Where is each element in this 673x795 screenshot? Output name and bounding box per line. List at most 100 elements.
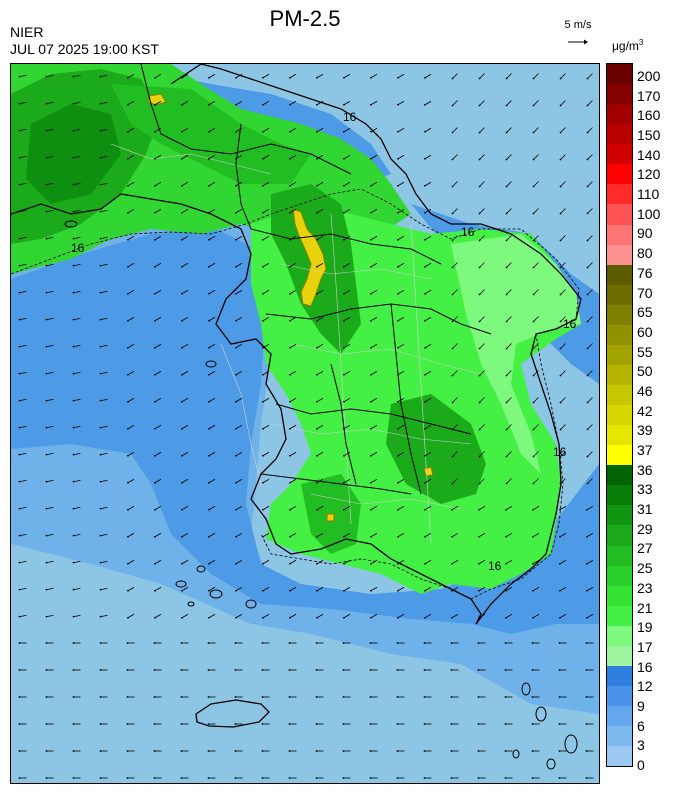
colorbar-segment [607,505,632,526]
contour-label: 16 [461,225,475,239]
wind-arrow [208,154,216,160]
wind-arrow-head [45,318,48,321]
wind-arrow-head [99,399,102,402]
wind-arrow-head [99,426,102,429]
wind-arrow-head [288,642,291,644]
wind-arrow [424,586,432,592]
wind-arrow-head [316,508,318,511]
wind-arrow [127,451,135,457]
wind-arrow [370,235,378,241]
wind-arrow [127,424,135,430]
wind-arrow [506,154,512,160]
wind-arrow [73,182,81,186]
wind-arrow-head [72,75,75,78]
wind-arrow [154,451,162,457]
wind-arrow [154,208,162,214]
wind-arrow-head [451,320,454,323]
wind-arrow [452,181,458,187]
wind-arrow-head [45,210,48,213]
wind-arrow-head [154,238,156,241]
wind-arrow-head [208,481,210,484]
wind-arrow [506,343,512,349]
wind-arrow-head [154,454,156,457]
wind-arrow-head [208,184,210,187]
wind-arrow-head [45,561,48,564]
wind-arrow-head [181,427,183,430]
wind-arrow-head [18,345,21,348]
wind-arrow-head [208,562,210,565]
wind-arrow [478,505,486,511]
wind-arrow [370,181,378,187]
wind-arrow-head [99,669,102,671]
wind-arrow-head [586,131,589,134]
wind-arrow-head [18,399,21,402]
wind-arrow-head [343,454,345,457]
wind-arrow [560,154,566,160]
wind-arrow-head [559,212,562,215]
wind-arrow-head [127,589,129,592]
wind-arrow-head [451,347,454,350]
wind-arrow-head [153,723,156,725]
colorbar-tick-label: 46 [637,382,653,399]
wind-arrow-head [289,400,291,403]
wind-arrow [560,289,566,295]
wind-arrow-head [424,103,426,106]
wind-arrow [533,73,539,79]
wind-arrow-head [424,616,426,619]
wind-arrow-head [343,265,345,268]
wind-arrow [262,478,270,484]
wind-arrow-head [478,104,481,107]
wind-arrow-head [262,616,264,619]
wind-arrow-head [181,508,183,511]
wind-arrow [479,424,485,430]
wind-arrow [560,370,566,376]
wind-arrow [479,154,485,160]
wind-arrow [289,451,297,457]
wind-arrow-head [450,723,453,725]
wind-arrow-head [397,427,399,430]
wind-arrow [208,181,216,187]
wind-arrow-head [343,184,345,187]
wind-arrow-head [288,750,291,752]
wind-arrow [587,316,593,322]
wind-arrow [289,532,297,538]
colorbar-tick-label: 0 [637,757,645,773]
map-canvas: 16 16 16 16 16 16 [11,64,599,783]
wind-arrow-head [559,562,561,565]
wind-arrow-head [235,346,237,349]
wind-arrow-head [72,588,75,591]
wind-arrow-head [343,481,345,484]
wind-arrow-head [343,400,345,403]
wind-arrow-head [18,156,21,159]
wind-arrow-head [586,455,589,458]
wind-arrow-head [262,130,264,133]
wind-arrow-head [559,347,562,350]
wind-arrow [424,505,432,511]
wind-arrow [181,370,189,376]
wind-arrow-head [397,508,399,511]
wind-arrow-head [397,292,399,295]
wind-arrow-head [424,346,426,349]
wind-arrow [532,505,540,511]
wind-arrow-head [208,427,210,430]
wind-arrow-head [316,265,318,268]
wind-arrow-head [315,777,318,779]
wind-arrow [181,73,189,79]
wind-arrow [506,181,512,187]
wind-arrow [506,370,512,376]
wind-arrow-head [45,669,48,671]
wind-arrow [154,424,162,430]
wind-arrow [127,100,135,106]
wind-arrow [586,532,594,538]
wind-arrow [46,236,54,240]
wind-arrow [154,154,162,160]
wind-arrow-head [234,777,237,779]
wind-arrow-head [99,210,102,213]
wind-arrow-head [207,777,210,779]
colorbar-segment [607,445,632,466]
wind-arrow-head [154,346,156,349]
wind-arrow-head [451,535,453,538]
wind-arrow-head [154,76,156,79]
wind-arrow-head [505,482,508,485]
wind-arrow [289,181,297,187]
